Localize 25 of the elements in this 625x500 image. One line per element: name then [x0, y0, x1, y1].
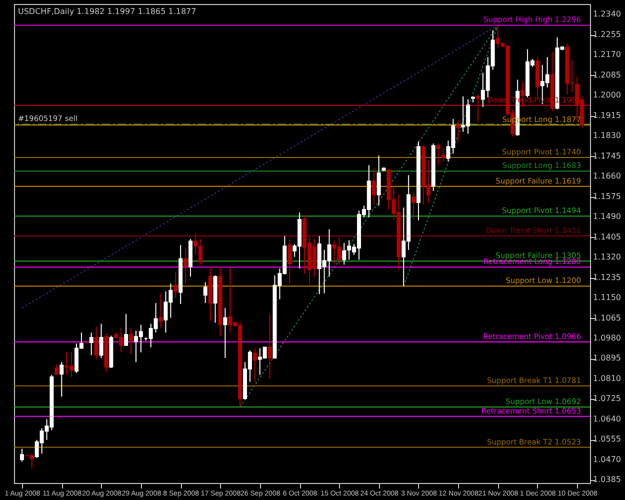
y-tick-label: 1.2170 — [593, 50, 621, 60]
y-tick-label: 1.0980 — [593, 333, 621, 342]
y-tick-label: 1.0895 — [593, 354, 621, 363]
y-tick-label: 1.1490 — [593, 212, 621, 222]
y-tick-label: 1.2085 — [593, 70, 621, 80]
y-tick-label: 1.1065 — [593, 313, 621, 322]
y-tick-label: 1.0810 — [593, 374, 621, 383]
y-tick-label: 1.1320 — [593, 252, 621, 262]
y-tick-label: 1.0725 — [593, 394, 621, 404]
y-tick-label: 1.1405 — [593, 232, 621, 242]
y-tick-label: 1.1150 — [593, 293, 621, 302]
y-tick-label: 1.2000 — [593, 90, 621, 100]
y-tick-label: 1.1235 — [593, 272, 621, 282]
y-tick-label: 1.0640 — [593, 414, 621, 424]
y-tick-label: 1.1745 — [593, 151, 621, 160]
y-tick-label: 1.1830 — [593, 131, 621, 140]
y-tick-label: 1.0555 — [593, 434, 621, 444]
y-tick-label: 1.0385 — [593, 475, 621, 484]
y-tick-label: 1.2340 — [593, 10, 621, 19]
y-tick-label: 1.1575 — [593, 192, 621, 201]
y-tick-label: 1.1915 — [593, 110, 621, 120]
y-tick-label: 1.0470 — [593, 454, 621, 464]
y-tick-label: 1.2255 — [593, 30, 621, 39]
chart-title: USDCHF,Daily 1.1982 1.1997 1.1865 1.1877 — [18, 7, 196, 16]
y-tick-label: 1.1660 — [593, 172, 621, 181]
